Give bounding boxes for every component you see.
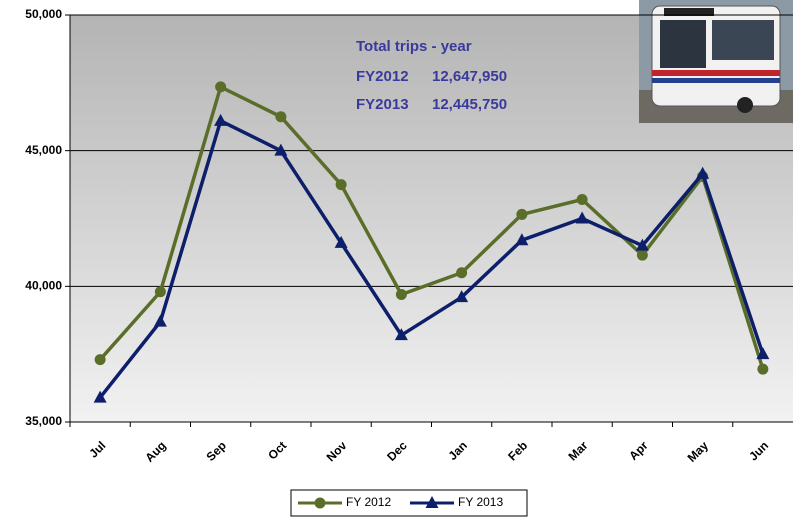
x-tick-label: May	[685, 438, 712, 465]
series-marker	[395, 288, 407, 300]
series-marker	[516, 208, 528, 220]
series-marker	[636, 249, 648, 261]
series-marker	[214, 113, 228, 126]
series-line	[98, 85, 765, 370]
series-marker	[334, 235, 348, 248]
series-marker	[757, 363, 769, 375]
annotation-label: FY2013	[356, 96, 409, 113]
x-tick-label: Aug	[142, 438, 168, 464]
series-marker	[455, 290, 469, 303]
series-marker	[696, 166, 710, 179]
series-marker	[456, 267, 468, 279]
x-tick-label: Jan	[445, 438, 470, 463]
series-marker	[275, 111, 287, 123]
series-marker	[515, 233, 529, 246]
y-tick-label: 45,000	[25, 143, 62, 157]
legend-marker	[314, 497, 326, 509]
x-tick-label: Feb	[505, 438, 530, 463]
series-marker	[94, 354, 106, 366]
annotation-label: FY2012	[356, 68, 409, 85]
x-tick-label: Jul	[86, 438, 108, 460]
x-tick-label: Dec	[384, 438, 410, 464]
series-marker	[575, 211, 589, 224]
x-tick-label: Jun	[746, 438, 771, 463]
x-tick-label: Nov	[324, 438, 350, 464]
series-marker	[576, 194, 588, 206]
annotation-value: 12,647,950	[432, 68, 507, 85]
y-tick-label: 35,000	[25, 414, 62, 428]
annotation: Total trips - year FY2012 12,647,950 FY2…	[70, 14, 793, 423]
annotation-title: Total trips - year	[356, 38, 472, 55]
legend-marker	[425, 496, 439, 508]
series-line	[98, 119, 765, 399]
series-marker	[635, 238, 649, 251]
annotation-value: 12,445,750	[432, 96, 507, 113]
series-marker	[215, 81, 227, 93]
series-marker	[93, 390, 107, 403]
legend-label: FY 2012	[346, 495, 391, 509]
y-tick-label: 50,000	[25, 7, 62, 21]
series-marker	[154, 286, 166, 298]
legend-label: FY 2013	[458, 495, 503, 509]
series-marker	[153, 314, 167, 327]
x-tick-label: Oct	[265, 438, 289, 462]
y-tick-label: 40,000	[25, 279, 62, 293]
x-tick-label: Apr	[626, 438, 651, 463]
bus-photo	[639, 0, 793, 123]
x-tick-label: Sep	[204, 438, 229, 463]
series-marker	[274, 143, 288, 156]
series-marker	[335, 179, 347, 191]
series-marker	[756, 347, 770, 360]
x-tick-label: Mar	[565, 438, 590, 463]
series-marker	[394, 328, 408, 341]
